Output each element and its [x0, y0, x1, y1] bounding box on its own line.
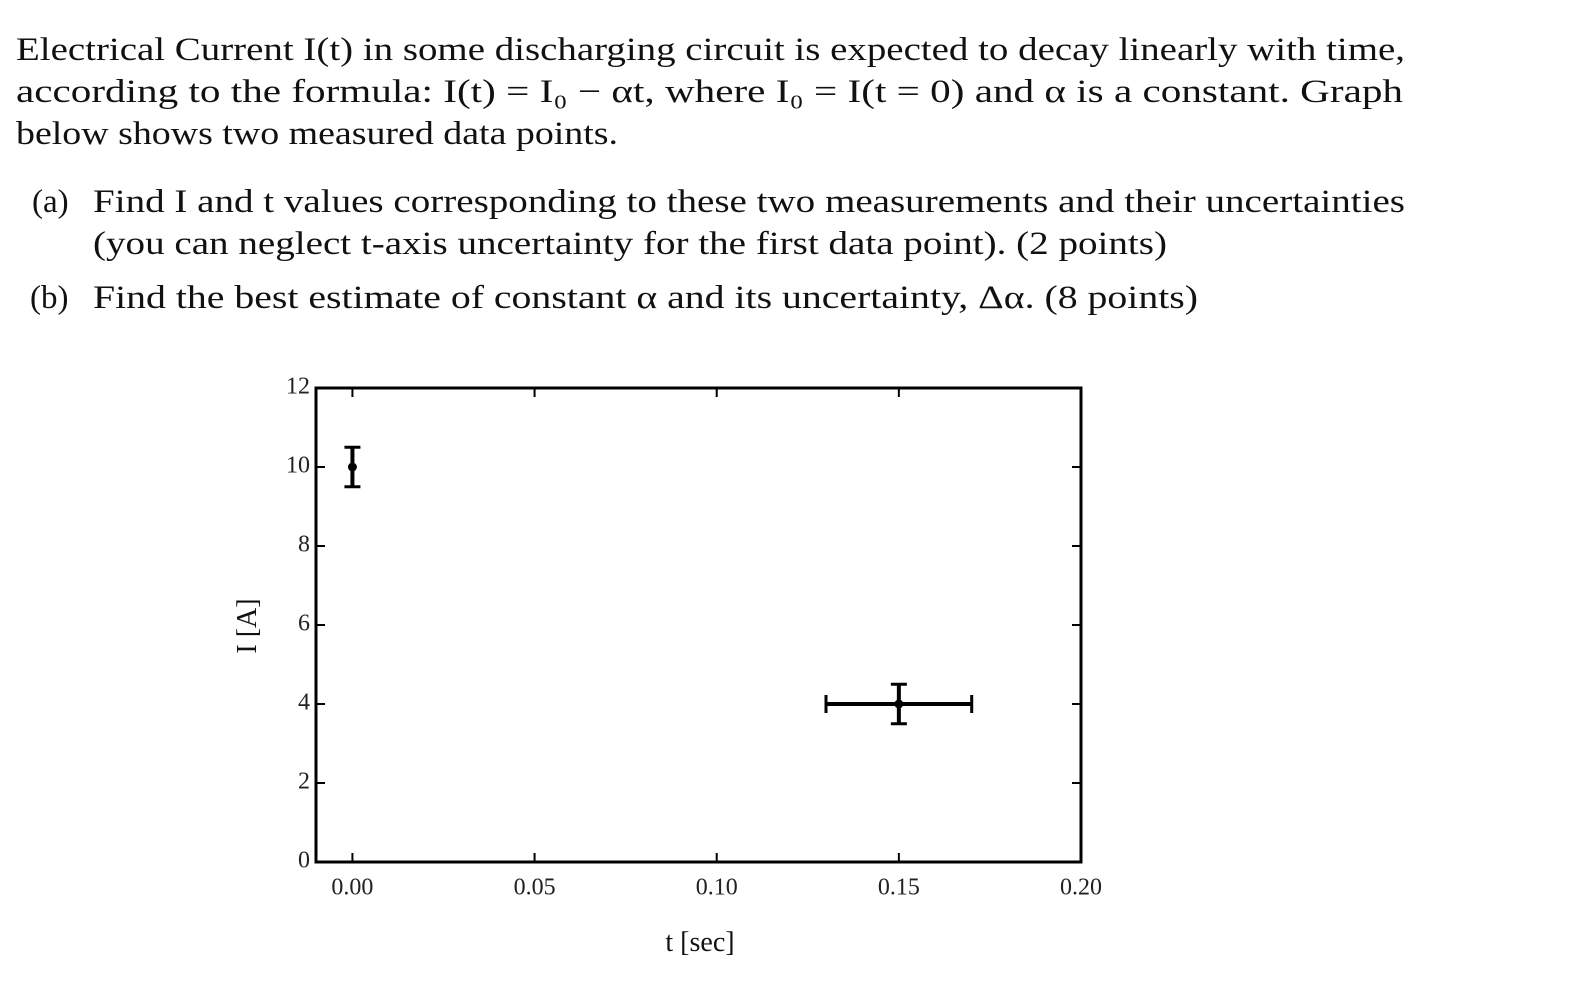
y-tick-label: 0 — [298, 848, 310, 874]
x-tick-label: 0.15 — [878, 875, 920, 901]
part-text: Find the best estimate of constant α and… — [93, 280, 1198, 316]
intro-line: below shows two measured data points. — [16, 116, 618, 152]
intro-line: Electrical Current I(t) in some discharg… — [16, 32, 1405, 68]
x-axis-label: t [sec] — [665, 927, 734, 958]
x-tick-label: 0.10 — [696, 875, 738, 901]
data-point — [894, 699, 904, 709]
part-label: (a) — [32, 184, 69, 220]
part-text: Find I and t values corresponding to the… — [93, 184, 1405, 220]
y-tick-label: 2 — [298, 769, 310, 795]
plot-frame — [314, 386, 1083, 864]
y-axis-label: I [A] — [232, 598, 263, 653]
part-text: (you can neglect t-axis uncertainty for … — [93, 226, 1167, 262]
intro-line: according to the formula: I(t) = I₀ − αt… — [16, 74, 1404, 110]
y-tick-label: 12 — [286, 374, 310, 400]
x-tick-label: 0.20 — [1060, 875, 1102, 901]
y-tick-label: 4 — [298, 690, 310, 716]
y-tick-label: 6 — [298, 611, 310, 637]
x-tick-label: 0.05 — [514, 875, 556, 901]
x-tick-label: 0.00 — [331, 875, 373, 901]
y-tick-label: 8 — [298, 532, 310, 558]
part-label: (b) — [30, 280, 68, 316]
data-point — [347, 462, 357, 472]
y-tick-label: 10 — [286, 453, 310, 479]
